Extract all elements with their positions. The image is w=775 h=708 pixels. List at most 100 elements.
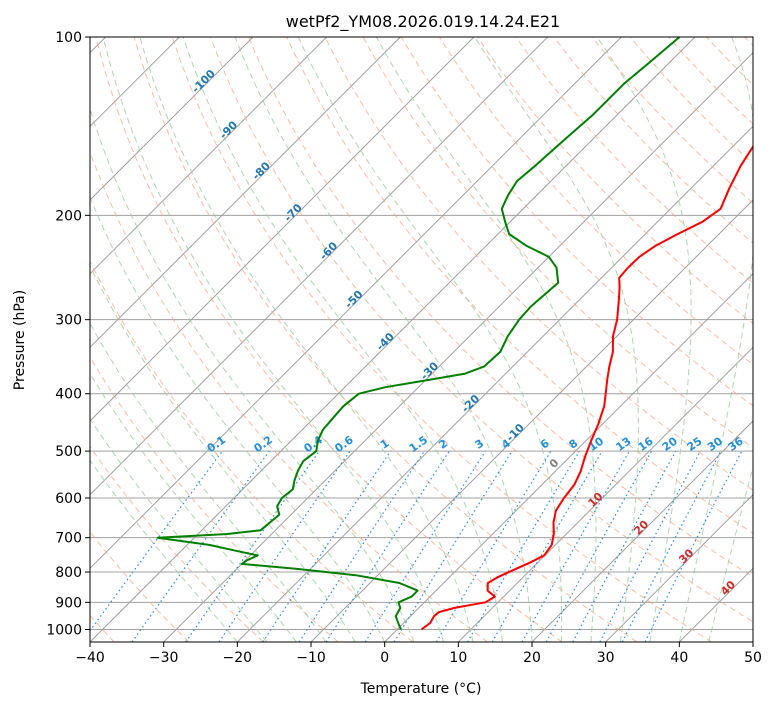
isotherm-line: [457, 346, 753, 642]
chart-series: [156, 37, 753, 631]
dry-adiabat-line: [133, 37, 638, 642]
moist-adiabat-line: [90, 196, 386, 642]
isotherm-line: [752, 641, 753, 642]
x-axis-label: Temperature (°C): [360, 681, 482, 697]
moist-adiabat-line: [90, 417, 268, 642]
isotherm-label-zero: 0: [547, 456, 562, 471]
isotherm-label: -70: [282, 201, 305, 224]
x-tick-label: 10: [449, 650, 467, 666]
x-tick-label: 30: [597, 650, 615, 666]
dry-adiabat-line: [90, 150, 488, 642]
dry-adiabat-line: [706, 37, 753, 86]
warm-isotherm-label: 30: [676, 546, 696, 566]
mixing-ratio-line: [644, 450, 743, 642]
moist-adiabat-line: [90, 372, 297, 642]
isotherm-label: -20: [459, 392, 482, 415]
mixing-ratio-label: 0.6: [332, 433, 356, 455]
mixing-ratio-line: [364, 450, 486, 642]
y-tick-label: 200: [55, 208, 82, 224]
isotherm-label: -60: [317, 239, 340, 262]
x-tick-label: 40: [670, 650, 688, 666]
moist-adiabat-line: [90, 322, 327, 642]
x-tick-label: 20: [523, 650, 541, 666]
isotherm-line: [163, 51, 753, 642]
x-tick-label: −20: [223, 650, 253, 666]
mixing-ratio-line: [572, 450, 677, 642]
y-tick-label: 1000: [46, 622, 82, 638]
dry-adiabat-line: [95, 37, 563, 642]
isotherm-line: [678, 567, 753, 642]
isotherm-label: -40: [374, 330, 397, 353]
y-tick-label: 100: [55, 30, 82, 46]
x-tick-label: 0: [380, 650, 389, 666]
moist-adiabat-line: [102, 37, 445, 642]
moist-adiabat-line: [596, 37, 692, 642]
mixing-ratio-label: 0.2: [252, 433, 275, 455]
isotherm-label: -50: [342, 288, 365, 311]
y-axis-label: Pressure (hPa): [12, 290, 28, 390]
y-tick-label: 800: [55, 565, 82, 581]
mixing-ratio-line: [466, 450, 580, 642]
moist-adiabat-line: [678, 37, 753, 642]
warm-isotherm-label: 40: [718, 578, 738, 598]
isotherm-line: [90, 37, 328, 275]
dry-adiabat-line: [210, 37, 753, 623]
mixing-ratio-line: [435, 450, 552, 642]
mixing-ratio-label: 8: [567, 437, 581, 452]
isotherm-line: [236, 125, 753, 642]
dry-adiabat-line: [90, 356, 339, 642]
chart-annotations: 0.1 0.2 0.4 0.6 1 1.5 2 3 4 6 8 10 13 16 20 25 30 36-100-…: [189, 67, 746, 598]
moist-adiabat-line: [708, 464, 753, 642]
x-tick-label: 50: [744, 650, 762, 666]
isotherm-line: [605, 493, 753, 642]
y-tick-label: 600: [55, 491, 82, 507]
plot-frame: [89, 36, 754, 643]
warm-isotherm-label: 10: [586, 490, 606, 510]
dry-adiabat-line: [90, 531, 190, 642]
mixing-ratio-label: 1.5: [407, 433, 430, 455]
mixing-ratio-line: [298, 450, 425, 642]
dry-adiabat-line: [90, 445, 264, 642]
y-tick-label: 300: [55, 313, 82, 329]
moist-adiabat-line: [297, 37, 563, 642]
y-tick-label: 900: [55, 595, 82, 611]
mixing-ratio-line: [90, 450, 223, 632]
isotherm-line: [90, 37, 475, 422]
mixing-ratio-label: 1: [378, 437, 392, 452]
mixing-ratio-line: [218, 450, 351, 642]
dewpoint-profile-line: [156, 37, 681, 630]
moist-adiabat-line: [90, 107, 415, 642]
y-tick-label: 500: [55, 444, 82, 460]
mixing-ratio-line: [262, 450, 392, 642]
mixing-ratio-line: [393, 450, 513, 642]
isotherm-line: [90, 37, 622, 570]
dry-adiabat-line: [477, 37, 753, 325]
x-tick-label: −30: [149, 650, 179, 666]
y-tick-label: 700: [55, 531, 82, 547]
moist-adiabat-line: [90, 459, 238, 642]
mixing-ratio-label: 0.1: [205, 433, 228, 455]
dry-adiabat-line: [171, 37, 712, 642]
x-tick-label: −10: [296, 650, 326, 666]
dry-adiabat-line: [248, 37, 753, 578]
isotherm-line: [531, 420, 753, 642]
dry-adiabat-line: [744, 37, 753, 47]
mixing-ratio-line: [545, 450, 653, 642]
mixing-ratio-line: [599, 450, 702, 642]
isotherm-line: [90, 37, 696, 642]
dry-adiabat-line: [90, 259, 414, 642]
moist-adiabat-line: [375, 37, 597, 642]
chart-title: wetPf2_YM08.2026.019.14.24.E21: [286, 12, 560, 32]
mixing-ratio-label: 6: [538, 437, 552, 452]
moist-adiabat-line: [139, 37, 474, 642]
moist-adiabat-line: [90, 264, 356, 642]
isotherm-line: [90, 37, 254, 201]
temperature-profile-line: [420, 144, 753, 631]
plot-area: [90, 37, 753, 642]
moist-adiabat-line: [234, 37, 533, 642]
isotherm-line: [90, 37, 549, 496]
moist-adiabat-line: [182, 37, 503, 642]
chart-axes: −40 −30 −20 −10 0 10 20 30 40 5010009008007006005…: [46, 30, 762, 666]
isotherm-line: [384, 272, 753, 642]
